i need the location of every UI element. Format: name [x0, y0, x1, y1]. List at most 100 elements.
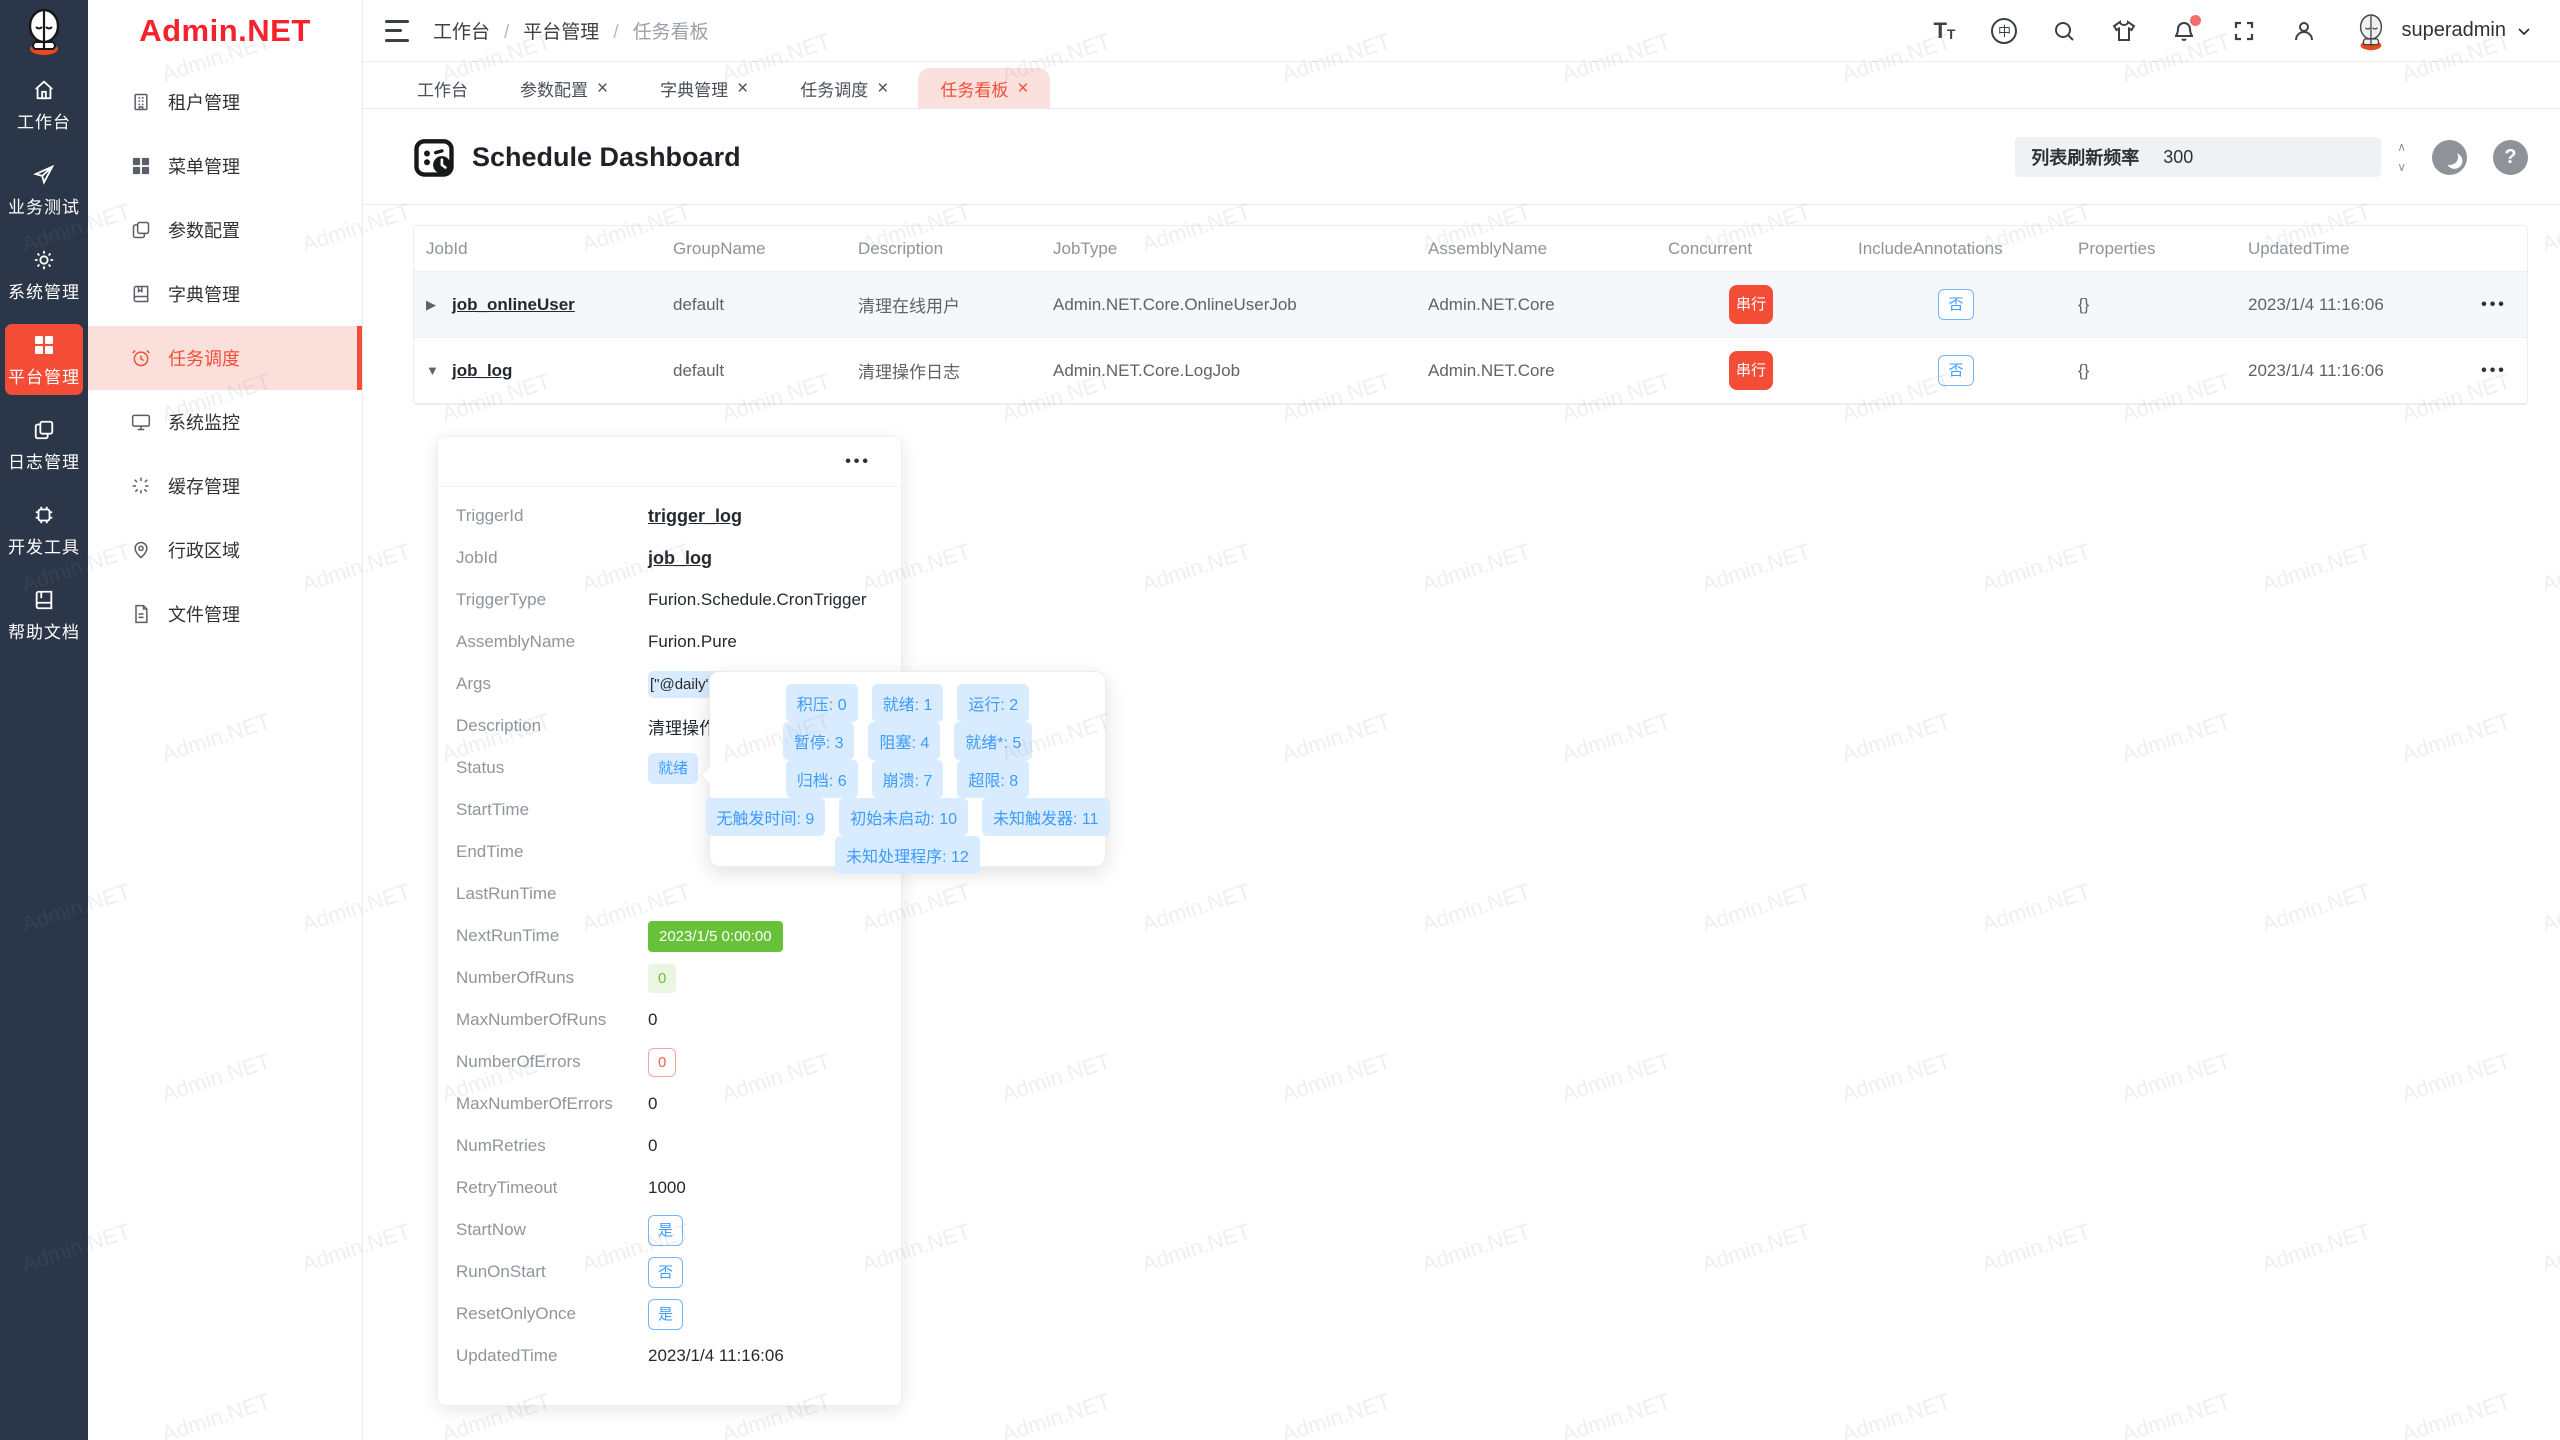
sidebar-item-file-mgmt[interactable]: 文件管理	[88, 582, 362, 646]
tab-workbench[interactable]: 工作台	[395, 68, 490, 108]
status-legend-tag: 归档: 6	[785, 760, 858, 798]
detail-value: 2023/1/4 11:16:06	[648, 1346, 784, 1365]
rail-item-label: 开发工具	[8, 538, 80, 557]
sidebar-item-tenant-mgmt[interactable]: 租户管理	[88, 70, 362, 134]
menu-fold-icon[interactable]	[385, 19, 411, 42]
rail-item-label: 系统管理	[8, 283, 80, 302]
number-stepper[interactable]	[2397, 138, 2406, 176]
rail-item-help-docs[interactable]: 帮助文档	[5, 579, 83, 650]
include-annotations-tag: 否	[1938, 289, 1974, 320]
app-logo[interactable]	[0, 0, 88, 62]
tab-dict-mgmt[interactable]: 字典管理	[638, 68, 770, 108]
status-tag[interactable]: 就绪	[648, 752, 699, 784]
table-row: job_onlineUser default 清理在线用户 Admin.NET.…	[414, 272, 2527, 338]
detail-value: 0	[648, 1094, 658, 1113]
properties-cell: {}	[2078, 294, 2090, 314]
trigger-detail-card: TriggerId trigger_log JobId job_log Trigge…	[437, 436, 902, 1406]
breadcrumb-item[interactable]: 平台管理	[504, 17, 599, 44]
close-icon[interactable]	[597, 79, 608, 98]
step-down-icon[interactable]	[2397, 158, 2406, 176]
sidebar-item-label: 租户管理	[168, 93, 240, 113]
column-header: UpdatedTime	[2248, 238, 2350, 258]
sidebar-item-param-config[interactable]: 参数配置	[88, 198, 362, 262]
tab-label: 工作台	[417, 80, 468, 100]
language-icon[interactable]	[1991, 17, 2018, 44]
detail-label: LastRunTime	[456, 884, 557, 903]
search-icon[interactable]	[2051, 18, 2077, 44]
rail-item-workbench[interactable]: 工作台	[5, 69, 83, 140]
description-cell: 清理在线用户	[858, 297, 960, 316]
rail-item-system-mgmt[interactable]: 系统管理	[5, 239, 83, 310]
close-icon[interactable]	[737, 79, 748, 98]
fullscreen-icon[interactable]	[2231, 18, 2257, 44]
row-actions-icon[interactable]	[2481, 296, 2507, 314]
step-up-icon[interactable]	[2397, 138, 2406, 156]
dark-mode-moon-icon[interactable]	[2432, 139, 2467, 175]
person-icon[interactable]	[2291, 18, 2317, 44]
detail-actions-icon[interactable]	[845, 453, 871, 471]
page-header: Schedule Dashboard 列表刷新频率 300	[363, 110, 2560, 205]
row-actions-icon[interactable]	[2481, 362, 2507, 380]
detail-label: StartNow	[456, 1220, 526, 1239]
column-header: IncludeAnnotations	[1858, 238, 2003, 258]
tab-label: 字典管理	[660, 80, 729, 100]
page-title: Schedule Dashboard	[472, 141, 741, 172]
close-icon[interactable]	[1017, 79, 1028, 98]
collapse-icon[interactable]	[426, 363, 440, 378]
notification-badge	[2190, 14, 2202, 26]
trigger-id-link[interactable]: trigger_log	[648, 505, 743, 526]
sidebar-item-label: 缓存管理	[168, 477, 240, 497]
status-legend-tooltip: 积压: 0 就绪: 1 运行: 2 暂停: 3 阻塞: 4 就绪*: 5 归档:…	[705, 671, 1110, 874]
include-annotations-tag: 否	[1938, 355, 1974, 386]
rail-item-dev-tools[interactable]: 开发工具	[5, 494, 83, 565]
app-logo-text[interactable]: Admin.NET	[139, 13, 311, 48]
close-icon[interactable]	[877, 79, 888, 98]
sidebar-item-menu-mgmt[interactable]: 菜单管理	[88, 134, 362, 198]
job-type-cell: Admin.NET.Core.OnlineUserJob	[1053, 294, 1297, 314]
job-id-link[interactable]: job_log	[648, 547, 712, 568]
job-id-link[interactable]: job_log	[452, 360, 513, 380]
rail-item-log-mgmt[interactable]: 日志管理	[5, 409, 83, 480]
sidebar-item-label: 系统监控	[168, 413, 240, 433]
job-type-cell: Admin.NET.Core.LogJob	[1053, 360, 1241, 380]
user-menu[interactable]: superadmin	[2351, 11, 2532, 51]
detail-label: EndTime	[456, 842, 524, 861]
job-id-link[interactable]: job_onlineUser	[452, 294, 575, 314]
detail-label: AssemblyName	[456, 632, 576, 651]
refresh-rate-input[interactable]: 列表刷新频率 300	[2015, 137, 2382, 177]
column-header: Properties	[2078, 238, 2156, 258]
bell-icon[interactable]	[2171, 14, 2202, 44]
top-navbar: 工作台 平台管理 任务看板	[363, 0, 2560, 62]
updated-time-cell: 2023/1/4 11:16:06	[2248, 294, 2384, 314]
detail-label: MaxNumberOfErrors	[456, 1094, 613, 1113]
run-on-start-tag: 否	[648, 1256, 684, 1288]
detail-label: StartTime	[456, 800, 530, 819]
sidebar-item-label: 文件管理	[168, 605, 240, 625]
status-legend-tag: 崩溃: 7	[871, 760, 944, 798]
detail-label: Description	[456, 716, 542, 735]
concurrent-tag: 串行	[1728, 351, 1773, 390]
column-header: AssemblyName	[1428, 238, 1548, 258]
detail-label: Status	[456, 758, 505, 777]
expand-icon[interactable]	[426, 297, 440, 313]
sidebar-item-system-monitor[interactable]: 系统监控	[88, 390, 362, 454]
rail-item-platform-mgmt[interactable]: 平台管理	[5, 324, 83, 395]
tab-param-config[interactable]: 参数配置	[498, 68, 630, 108]
sidebar-item-cache-mgmt[interactable]: 缓存管理	[88, 454, 362, 518]
theme-shirt-icon[interactable]	[2111, 18, 2137, 44]
font-size-icon[interactable]	[1931, 18, 1957, 44]
main-area: 工作台 平台管理 任务看板	[363, 0, 2560, 1440]
sidebar-item-admin-region[interactable]: 行政区域	[88, 518, 362, 582]
sidebar-item-task-schedule[interactable]: 任务调度	[88, 326, 362, 390]
gear-icon	[32, 248, 56, 272]
status-legend-tag: 初始未启动: 10	[839, 798, 968, 836]
column-header: Concurrent	[1668, 238, 1753, 258]
help-icon[interactable]	[2493, 139, 2528, 175]
detail-label: TriggerId	[456, 506, 524, 525]
breadcrumb-item[interactable]: 工作台	[433, 22, 491, 43]
tab-task-dashboard[interactable]: 任务看板	[918, 68, 1051, 108]
rail-item-business-test[interactable]: 业务测试	[5, 154, 83, 225]
sidebar-item-dict-mgmt[interactable]: 字典管理	[88, 262, 362, 326]
tab-task-schedule[interactable]: 任务调度	[778, 68, 910, 108]
chip-icon	[32, 503, 56, 527]
